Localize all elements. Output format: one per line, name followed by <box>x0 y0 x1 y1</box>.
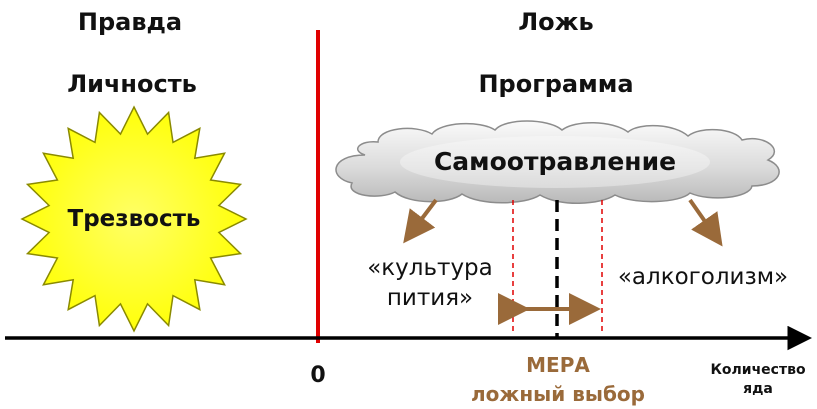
arrow-to-drinking-culture <box>403 198 438 244</box>
truth-title: Правда <box>78 8 182 36</box>
lie-title: Ложь <box>518 8 593 36</box>
zero-label: 0 <box>310 363 325 388</box>
program-title: Программа <box>478 70 633 98</box>
poison-amount-label-line2: яда <box>743 381 773 397</box>
false-choice-label: ложный выбор <box>471 382 645 406</box>
self-poisoning-label: Самоотравление <box>434 147 676 176</box>
drinking-culture-label-line2: пития» <box>387 285 473 311</box>
poison-amount-label-line1: Количество <box>710 362 806 378</box>
arrow-to-alcoholism <box>688 198 723 247</box>
drinking-culture-label-line1: «культура <box>367 255 493 281</box>
measure-label: МЕРА <box>526 353 590 377</box>
sun-burst-shape <box>20 105 248 333</box>
personality-title: Личность <box>67 70 197 98</box>
self-poisoning-cloud <box>335 120 780 204</box>
alcoholism-label: «алкоголизм» <box>618 264 788 290</box>
sobriety-label: Трезвость <box>68 206 201 232</box>
